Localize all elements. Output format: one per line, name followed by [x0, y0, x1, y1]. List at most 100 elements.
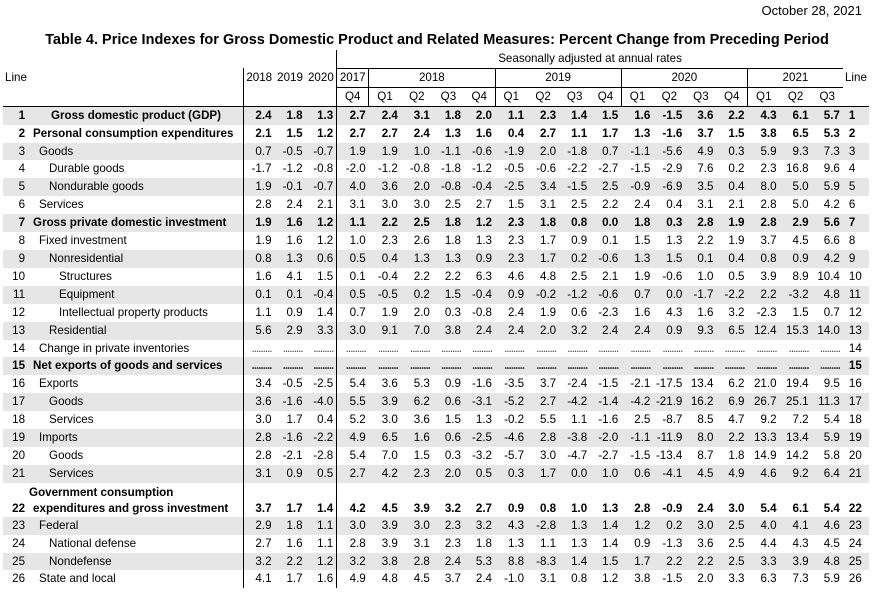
value-cell: 1.6: [242, 267, 275, 286]
value-cell: -4.6: [495, 429, 528, 447]
value-cell: 0.9: [507, 501, 525, 515]
value-cell: 3.8: [760, 126, 777, 140]
value-cell: 5.9: [811, 429, 843, 447]
line-number: 20: [12, 448, 26, 462]
value-cell: 2.7: [336, 106, 369, 125]
value-cell: 2.7: [242, 534, 275, 553]
line-number-right: 8: [848, 234, 856, 248]
value-cell: 1.1: [317, 536, 334, 550]
line-number-right: 5: [842, 178, 869, 197]
value-cell: 1.3: [475, 234, 492, 248]
value-cell: 1.3: [571, 536, 588, 550]
value-cell: 1.3: [621, 249, 654, 268]
line-number-right: 16: [848, 377, 862, 391]
value-cell: 3.0: [685, 516, 717, 535]
value-cell: 5.0: [779, 178, 812, 197]
value-cell: -2.7: [598, 162, 619, 176]
quarter-header: Q4: [336, 87, 369, 107]
value-cell: -1.0: [504, 572, 525, 586]
value-cell: 3.8: [368, 552, 401, 571]
value-cell: 4.0: [747, 516, 780, 535]
value-cell: 16.8: [786, 162, 809, 176]
value-cell: 3.1: [413, 536, 430, 550]
value-cell: 6.6: [823, 234, 840, 248]
value-cell: 3.6: [685, 106, 717, 125]
value-cell: 1.6: [475, 126, 492, 140]
row-label: Structures: [59, 269, 112, 283]
row-label: State and local: [39, 572, 116, 586]
value-cell: -1.5: [662, 572, 683, 586]
value-cell: 0.0: [653, 285, 686, 304]
value-cell: 0.5: [463, 464, 495, 483]
value-cell: -3.2: [472, 448, 492, 462]
value-cell: 1.3: [507, 536, 525, 550]
value-cell: 2.0: [463, 106, 495, 125]
value-cell: 1.3: [400, 249, 433, 268]
value-cell: 5.7: [811, 106, 843, 125]
value-cell: 1.2: [621, 516, 654, 535]
value-cell: 7.0: [400, 321, 433, 340]
value-cell: 5.4: [823, 413, 840, 427]
value-cell: 5.3: [823, 126, 840, 140]
value-cell: 0.5: [336, 285, 369, 304]
value-cell: 3.2: [728, 305, 745, 319]
value-cell: -2.2: [305, 429, 337, 447]
value-cell: .........: [274, 357, 306, 376]
value-cell: 2.4: [495, 321, 528, 340]
value-cell: 0.8: [559, 214, 591, 233]
value-cell: 3.0: [728, 501, 745, 515]
value-cell: 16.2: [685, 393, 717, 412]
quarter-header: Q3: [685, 87, 717, 107]
value-cell: 9.3: [779, 142, 812, 161]
value-cell: 3.1: [540, 198, 557, 212]
value-cell: 8.0: [685, 429, 717, 447]
value-cell: 2.4: [621, 321, 654, 340]
value-cell: 2.3: [760, 162, 777, 176]
value-cell: 6.1: [792, 501, 809, 515]
value-cell: 3.4: [527, 178, 560, 197]
value-cell: 3.0: [336, 321, 369, 340]
value-cell: 2.8: [242, 429, 275, 447]
value-cell: .........: [788, 341, 810, 355]
value-cell: 4.3: [495, 516, 528, 535]
value-cell: -13.4: [655, 448, 683, 462]
line-number: 19: [3, 429, 30, 447]
line-number: 10: [12, 269, 26, 283]
value-cell: 1.2: [317, 126, 334, 140]
value-cell: 1.7: [286, 501, 303, 515]
value-cell: .........: [621, 357, 654, 376]
value-cell: -2.3: [598, 305, 619, 319]
value-cell: 3.9: [779, 552, 812, 571]
value-cell: -1.1: [432, 142, 464, 161]
row-label: Nondurable goods: [29, 178, 244, 197]
value-cell: 4.6: [811, 516, 843, 535]
value-cell: .........: [305, 357, 337, 376]
value-cell: 1.7: [621, 552, 654, 571]
value-cell: 2.6: [413, 234, 430, 248]
value-cell: 5.8: [823, 448, 840, 462]
quarter-header: Q1: [494, 87, 528, 107]
value-cell: 1.2: [305, 214, 337, 233]
value-cell: 1.1: [571, 413, 588, 427]
value-cell: 4.0: [336, 178, 369, 197]
value-cell: 0.4: [368, 249, 401, 268]
value-cell: 1.9: [368, 142, 401, 161]
value-cell: .........: [662, 341, 683, 355]
value-cell: 11.3: [811, 393, 843, 412]
line-number-right: 24: [848, 536, 862, 550]
value-cell: 1.4: [559, 552, 591, 571]
value-cell: -2.5: [463, 429, 495, 447]
value-cell: -3.8: [559, 429, 591, 447]
value-cell: 2.4: [697, 501, 714, 515]
value-cell: 1.6: [634, 305, 651, 319]
value-cell: -0.2: [504, 413, 525, 427]
value-cell: 3.7: [540, 377, 557, 391]
value-cell: 2.1: [728, 198, 745, 212]
row-label: Goods: [29, 142, 244, 161]
row-label: Durable goods: [49, 162, 125, 176]
value-cell: 1.9: [381, 305, 398, 319]
value-cell: 2.5: [571, 198, 588, 212]
table-row: 16 Exports 3.4 -0.5 -2.5 5.4 3.6 5.3 0.9 -1.6 -3.5…: [3, 375, 869, 394]
value-cell: 2.9: [274, 321, 306, 340]
value-cell: 2.3: [400, 464, 433, 483]
